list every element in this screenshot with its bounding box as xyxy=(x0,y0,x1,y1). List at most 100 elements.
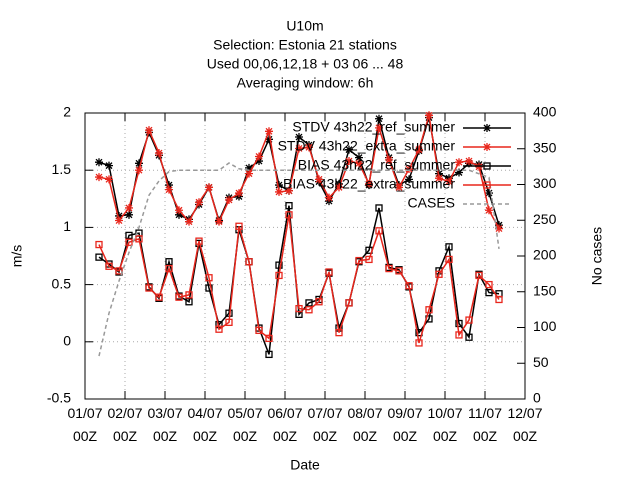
point xyxy=(145,126,153,135)
point xyxy=(165,264,173,273)
point xyxy=(405,175,413,184)
point xyxy=(135,159,143,168)
point xyxy=(445,255,453,264)
legend-label: BIAS 43h22_ref_summer xyxy=(298,157,456,173)
point xyxy=(375,204,383,212)
point xyxy=(465,157,473,166)
point xyxy=(455,319,463,328)
point xyxy=(135,235,143,243)
x-tick-label: 05/07 00Z xyxy=(227,405,262,444)
point xyxy=(105,262,113,270)
point xyxy=(165,181,173,190)
point xyxy=(465,316,473,324)
y-tick-label: 1.5 xyxy=(52,161,72,177)
point xyxy=(375,114,383,123)
point xyxy=(495,224,503,233)
point xyxy=(125,203,133,212)
series-line xyxy=(98,214,500,344)
point xyxy=(305,299,313,307)
point xyxy=(275,187,283,196)
legend-label: STDV 43h22_extra_summer xyxy=(278,138,456,154)
point xyxy=(265,135,273,144)
point xyxy=(325,268,333,276)
point xyxy=(205,284,213,292)
point xyxy=(275,181,283,190)
y2-tick-label: 200 xyxy=(533,247,557,263)
point xyxy=(215,217,223,226)
point xyxy=(285,211,293,219)
legend-marker xyxy=(483,143,491,151)
point xyxy=(405,165,413,174)
point xyxy=(305,306,313,314)
point xyxy=(365,179,373,188)
y2-tick-label: 0 xyxy=(533,390,541,406)
point xyxy=(295,144,303,153)
point xyxy=(95,240,103,249)
plot-frame xyxy=(84,112,526,400)
y2-tick-label: 350 xyxy=(533,139,557,155)
x-tick-label: 03/07 00Z xyxy=(147,405,182,444)
legend-marker xyxy=(483,124,491,132)
point xyxy=(435,174,443,183)
point xyxy=(175,293,183,301)
point xyxy=(405,282,413,290)
point xyxy=(295,304,303,313)
chart-title: Averaging window: 6h xyxy=(237,75,374,91)
x-tick-label: 11/07 00Z xyxy=(468,405,502,444)
point xyxy=(255,326,263,335)
point xyxy=(395,267,403,275)
point xyxy=(315,175,323,184)
point xyxy=(255,157,263,166)
x-tick-label: 10/07 00Z xyxy=(427,405,462,444)
point xyxy=(315,298,323,306)
point xyxy=(355,153,363,162)
point xyxy=(125,210,133,219)
point xyxy=(485,280,493,289)
point xyxy=(465,333,473,341)
point xyxy=(255,152,263,161)
legend-marker xyxy=(483,162,491,170)
point xyxy=(165,258,173,266)
y-tick-label: 1 xyxy=(63,218,71,234)
chart-title: Selection: Estonia 21 stations xyxy=(213,37,397,53)
point xyxy=(205,274,213,282)
point xyxy=(475,271,483,280)
point xyxy=(225,195,233,204)
point xyxy=(425,111,433,120)
point xyxy=(245,258,253,266)
point xyxy=(345,145,353,154)
point xyxy=(235,189,243,198)
point xyxy=(185,298,193,306)
point xyxy=(95,173,103,182)
point xyxy=(295,133,303,142)
point xyxy=(305,143,313,152)
point xyxy=(375,123,383,132)
point xyxy=(435,270,443,278)
point xyxy=(125,238,133,246)
point xyxy=(455,331,463,339)
point xyxy=(365,255,373,264)
y2-axis-label: No cases xyxy=(589,227,605,285)
y2-tick-label: 50 xyxy=(533,354,549,370)
point xyxy=(345,299,353,307)
point xyxy=(125,231,133,240)
point xyxy=(275,261,283,269)
x-tick-label: 06/07 00Z xyxy=(267,405,302,444)
y2-tick-label: 400 xyxy=(533,104,557,120)
point xyxy=(195,237,203,245)
point xyxy=(175,210,183,219)
point xyxy=(95,253,103,261)
point xyxy=(265,350,273,359)
x-tick-label: 01/07 00Z xyxy=(67,405,102,444)
point xyxy=(345,157,353,166)
point xyxy=(105,175,113,184)
point xyxy=(245,169,253,178)
y-axis-label: m/s xyxy=(9,245,25,268)
point xyxy=(485,189,493,198)
point xyxy=(115,267,123,275)
point xyxy=(485,288,493,297)
legend-label: BIAS 43h22_extra_summer xyxy=(283,176,455,192)
point xyxy=(165,185,173,194)
point xyxy=(325,193,333,202)
